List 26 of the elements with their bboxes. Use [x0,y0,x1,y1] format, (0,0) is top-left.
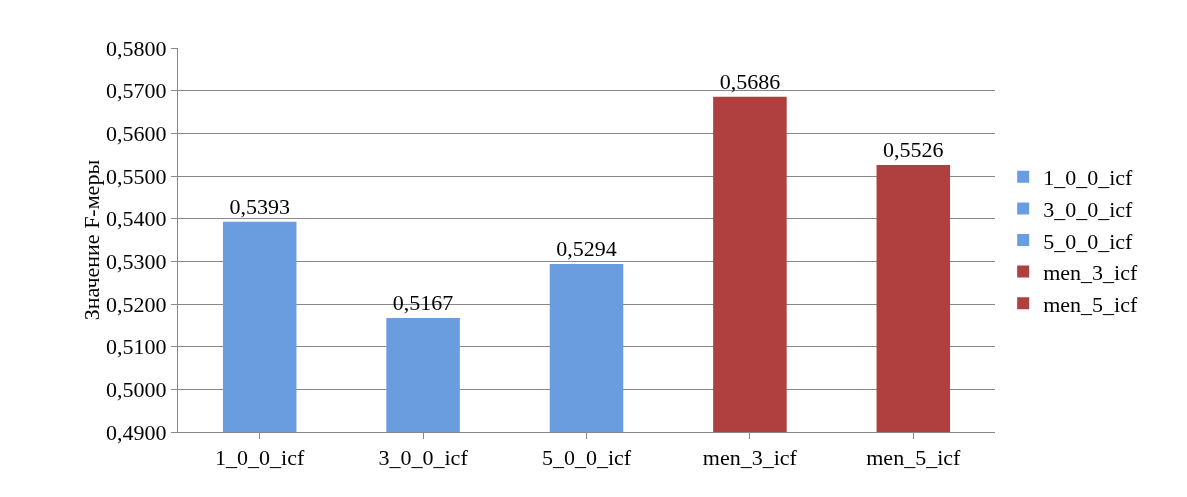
x-tick-label: 1_0_0_icf [215,445,305,471]
legend-label: 3_0_0_icf [1043,196,1134,222]
data-label: 0,5294 [556,235,617,261]
legend-label: 5_0_0_icf [1043,228,1134,254]
x-tick-label: men_5_icf [866,445,962,471]
y-axis-title: Значение F-меры [79,159,105,321]
x-tick-label: men_3_icf [702,445,798,471]
y-tick-label: 0,5400 [106,206,167,232]
y-tick-label: 0,5800 [106,35,167,61]
x-tick-label: 3_0_0_icf [378,445,469,471]
data-label: 0,5167 [392,290,454,316]
legend-label: men_5_icf [1043,291,1138,317]
y-tick-label: 0,5300 [106,249,167,275]
y-tick-label: 0,5700 [106,78,167,104]
legend-label: 1_0_0_icf [1043,165,1134,191]
y-tick-label: 0,4900 [106,419,167,445]
y-tick-label: 0,5200 [106,291,167,317]
x-tick-label: 5_0_0_icf [541,445,632,471]
legend-label: men_3_icf [1043,260,1138,286]
data-label: 0,5686 [719,68,781,94]
data-label: 0,5393 [229,193,290,219]
data-label: 0,5526 [883,136,944,162]
y-tick-label: 0,5100 [106,334,167,360]
y-tick-label: 0,5600 [106,121,167,147]
y-tick-label: 0,5500 [106,163,167,189]
y-tick-label: 0,5000 [106,377,167,403]
